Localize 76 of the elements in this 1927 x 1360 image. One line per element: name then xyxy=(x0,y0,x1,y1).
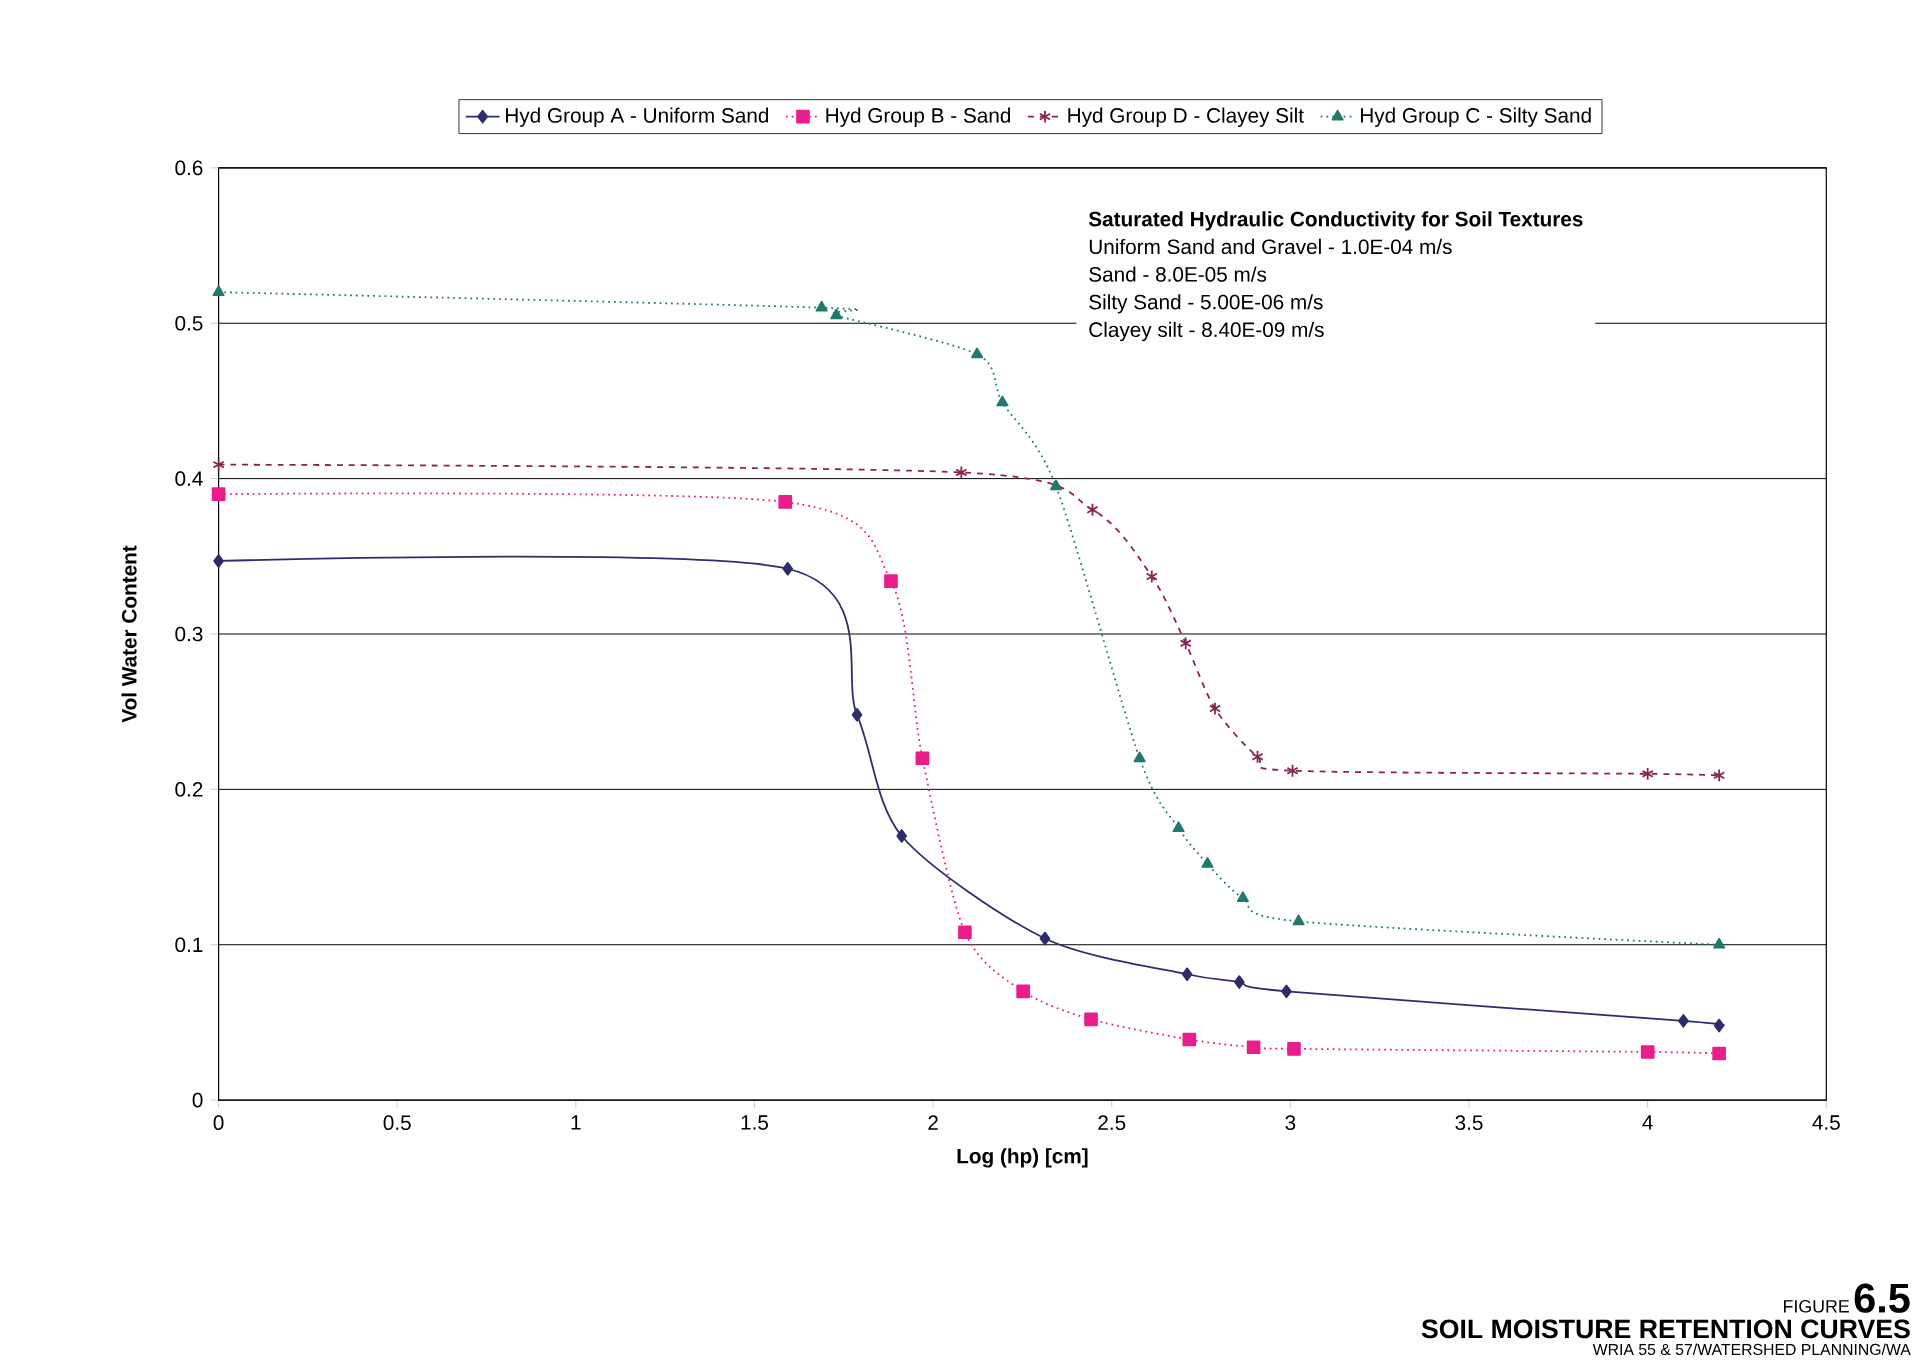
point xyxy=(1236,891,1249,903)
legend-label: Hyd Group D - Clayey Silt xyxy=(1068,107,1304,127)
point xyxy=(1039,931,1051,946)
text: SOIL MOISTURE RETENTION CURVES xyxy=(1421,1319,1910,1339)
point xyxy=(1179,636,1192,651)
legend-label: Hyd Group B - Sand xyxy=(826,107,1011,127)
point xyxy=(1287,1042,1301,1056)
text: 6.5 xyxy=(1854,1283,1910,1313)
point xyxy=(212,457,225,472)
point xyxy=(1286,763,1299,778)
point xyxy=(1133,751,1146,763)
y-tick-label: 0.2 xyxy=(175,782,203,797)
annotation: Uniform Sand and Gravel - 1.0E-04 m/s xyxy=(1089,238,1452,255)
point xyxy=(884,574,898,589)
point xyxy=(1713,938,1726,949)
point xyxy=(996,395,1009,407)
point xyxy=(778,495,793,509)
point xyxy=(212,285,225,297)
legend-label: Hyd Group A - Uniform Sand xyxy=(506,107,769,127)
point xyxy=(782,562,794,576)
y-tick-label: 0.3 xyxy=(175,626,203,642)
point xyxy=(851,708,863,722)
annotation: Sand - 8.0E-05 m/s xyxy=(1089,266,1267,282)
y-tick-label: 0.6 xyxy=(175,160,203,176)
point xyxy=(958,925,972,940)
point xyxy=(955,465,968,480)
x-tick-label: 1 xyxy=(571,1115,581,1130)
point xyxy=(211,487,226,502)
point xyxy=(1182,1032,1197,1047)
annotation: Silty Sand - 5.00E-06 m/s xyxy=(1089,294,1323,314)
x-tick-label: 3.5 xyxy=(1455,1115,1483,1131)
point xyxy=(815,300,828,312)
x-tick-label: 2 xyxy=(928,1115,938,1130)
point xyxy=(1641,767,1654,781)
y-tick-label: 0.5 xyxy=(175,316,203,331)
point xyxy=(1713,768,1726,783)
y-tick-label: 0.4 xyxy=(175,471,203,487)
point xyxy=(971,347,984,359)
point xyxy=(1201,857,1214,868)
point xyxy=(915,751,930,766)
x-axis-title: Log (hp) [cm] xyxy=(957,1148,1088,1168)
point xyxy=(1172,821,1185,833)
x-tick-label: 3 xyxy=(1285,1115,1296,1131)
y-tick-label: 0.1 xyxy=(175,937,203,953)
y-tick-label: 0 xyxy=(192,1092,203,1108)
point xyxy=(1246,1040,1261,1055)
point xyxy=(1084,1012,1098,1027)
point xyxy=(213,554,224,568)
point xyxy=(1640,1045,1655,1059)
point xyxy=(1208,701,1222,716)
point xyxy=(896,829,908,843)
point xyxy=(1712,1046,1726,1061)
legend-label: Hyd Group C - Silty Sand xyxy=(1361,107,1591,127)
point xyxy=(830,308,843,320)
x-tick-label: 4.5 xyxy=(1812,1115,1840,1130)
point xyxy=(1145,569,1158,584)
point xyxy=(1233,975,1245,989)
point xyxy=(1181,967,1193,982)
annotation: Clayey silt - 8.40E-09 m/s xyxy=(1089,321,1324,342)
x-tick-label: 0.5 xyxy=(383,1115,411,1131)
point xyxy=(1292,914,1305,926)
y-axis-title: Vol Water Content xyxy=(121,545,137,723)
text: FIGURE xyxy=(1784,1300,1849,1313)
point xyxy=(1678,1014,1689,1028)
x-tick-label: 1.5 xyxy=(741,1115,769,1130)
point xyxy=(1086,502,1099,517)
point xyxy=(1713,1018,1725,1033)
text: WRIA 55 & 57/WATERSHED PLANNING/WA xyxy=(1592,1343,1911,1356)
point xyxy=(1281,984,1292,999)
point xyxy=(1251,750,1264,764)
x-tick-label: 4 xyxy=(1642,1115,1653,1130)
x-tick-label: 0 xyxy=(213,1115,224,1131)
x-tick-label: 2.5 xyxy=(1098,1115,1126,1131)
annotation: Saturated Hydraulic Conductivity for Soil Textures xyxy=(1088,211,1583,231)
point xyxy=(1050,479,1063,491)
point xyxy=(1016,984,1030,999)
